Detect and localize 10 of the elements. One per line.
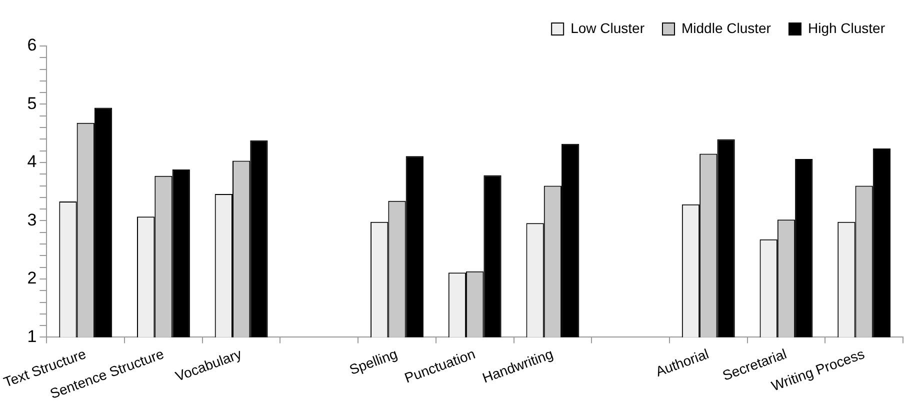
- x-tick-label: Spelling: [347, 346, 400, 378]
- y-tick-label: 5: [27, 94, 37, 113]
- y-tick-label: 4: [27, 152, 37, 172]
- y-tick-label: 2: [27, 268, 37, 288]
- y-tick-label: 1: [27, 326, 37, 346]
- legend-label: Low Cluster: [570, 20, 645, 36]
- legend-label: High Cluster: [808, 20, 886, 36]
- y-tick-label: 6: [27, 36, 37, 55]
- y-tick-label: 3: [27, 210, 37, 230]
- legend-label: Middle Cluster: [681, 20, 772, 36]
